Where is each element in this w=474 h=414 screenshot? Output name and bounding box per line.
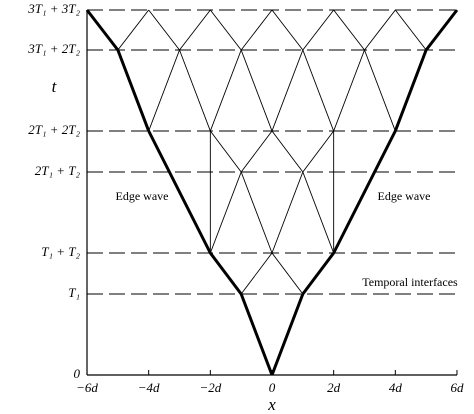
x-tick-label: −2d <box>199 380 221 395</box>
y-tick-label: 2T₁ + 2T₂ <box>28 122 80 137</box>
wave-line <box>209 49 242 132</box>
wave-line <box>364 49 396 132</box>
y-axis-label: t <box>52 77 58 96</box>
wave-line <box>117 9 150 51</box>
wave-line <box>333 9 365 51</box>
edge-wave <box>270 9 459 376</box>
wave-line <box>179 49 211 132</box>
x-axis-label: x <box>267 395 276 414</box>
edge-wave <box>85 9 274 376</box>
wave-line <box>209 171 242 254</box>
wave-line <box>364 9 396 51</box>
wave-line <box>271 130 304 173</box>
wave-line <box>394 9 427 51</box>
wave-line <box>240 49 273 132</box>
y-tick-label: 0 <box>74 366 81 381</box>
wave-line <box>302 49 335 132</box>
wave-line <box>179 9 211 51</box>
wave-line <box>271 49 304 132</box>
y-tick-label: T₁ + T₂ <box>41 244 80 259</box>
annotation: Edge wave <box>116 189 169 203</box>
wave-line <box>209 130 242 173</box>
annotation: Edge wave <box>378 189 431 203</box>
wave-line <box>209 9 242 51</box>
wave-line <box>240 9 273 51</box>
wave-line <box>240 171 273 254</box>
wave-line <box>271 171 304 254</box>
wave-line <box>333 49 365 132</box>
wave-line <box>240 130 273 173</box>
wave-line <box>240 252 273 295</box>
x-tick-label: −4d <box>138 380 160 395</box>
x-tick-label: 4d <box>389 380 403 395</box>
y-tick-label: 3T₁ + 2T₂ <box>27 41 80 56</box>
x-tick-label: −6d <box>76 380 98 395</box>
wave-line <box>148 49 180 132</box>
wave-line <box>271 9 304 51</box>
y-tick-label: 3T₁ + 3T₂ <box>27 1 80 16</box>
y-tick-label: T₁ <box>68 285 80 300</box>
y-tick-label: 2T₁ + T₂ <box>35 163 81 178</box>
x-tick-label: 6d <box>450 380 464 395</box>
annotation: Temporal interfaces <box>362 275 458 289</box>
wave-line <box>302 9 335 51</box>
x-tick-label: 0 <box>269 380 276 395</box>
wave-line <box>302 130 335 173</box>
wave-line <box>302 171 335 254</box>
x-tick-label: 2d <box>327 380 341 395</box>
wave-line <box>271 252 304 295</box>
wave-line <box>148 9 180 51</box>
